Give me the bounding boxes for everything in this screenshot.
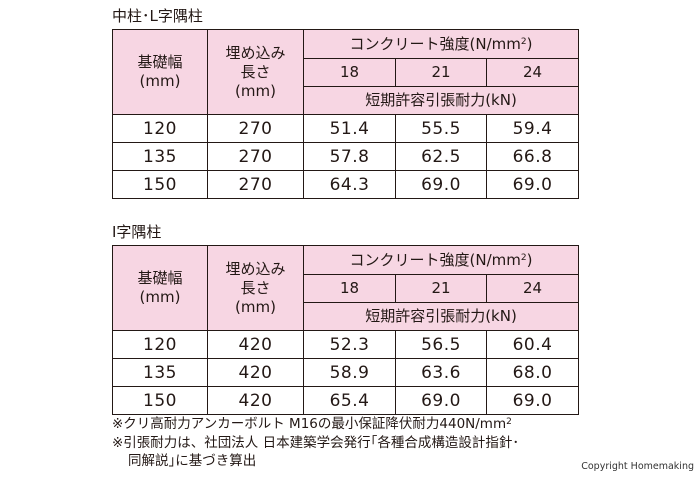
copyright-text: Copyright Homemaking [581,461,694,472]
table-cell: 52.3 [303,330,396,359]
table2-header-width: 基礎幅 (mm) [112,245,208,331]
table-row: 150 420 65.4 69.0 69.0 [112,386,580,415]
table1: 基礎幅 (mm) 埋め込み 長さ (mm) コンクリート強度(N/mm2) 18… [112,29,580,199]
table-cell: 69.0 [485,386,580,415]
note-anchor-bolt: ※クリ高耐力アンカーボルト M16の最小保証降伏耐力440N/mm2 [112,416,512,432]
table-cell: 60.4 [485,330,580,359]
table-row: 120 270 51.4 55.5 59.4 [112,114,580,143]
table1-header-tensile: 短期許容引張耐力(kN) [302,86,580,115]
table2-header-strength: コンクリート強度(N/mm2) [302,245,580,275]
table1-title: 中柱･L字隅柱 [112,7,203,25]
note-tensile-basis-cont: 同解説｣に基づき算出 [128,453,257,469]
table-cell: 57.8 [303,142,396,171]
table-cell: 150 [112,170,208,199]
table-row: 150 270 64.3 69.0 69.0 [112,170,580,199]
table2-grade: 21 [395,274,487,303]
table-row: 135 420 58.9 63.6 68.0 [112,358,580,387]
table2: 基礎幅 (mm) 埋め込み 長さ (mm) コンクリート強度(N/mm2) 18… [112,245,580,415]
table-cell: 51.4 [303,114,396,143]
table-cell: 120 [112,114,208,143]
table1-header-depth: 埋め込み 長さ (mm) [207,29,304,115]
table1-grade: 24 [485,58,580,87]
table-cell: 420 [207,386,304,415]
table-cell: 270 [207,142,304,171]
note-tensile-basis: ※引張耐力は、社団法人 日本建築学会発行｢各種合成構造設計指針･ [112,435,520,451]
table-cell: 135 [112,358,208,387]
table-cell: 69.0 [485,170,580,199]
table-cell: 69.0 [395,170,487,199]
table-cell: 63.6 [395,358,487,387]
table-cell: 135 [112,142,208,171]
table-cell: 270 [207,114,304,143]
table-cell: 55.5 [395,114,487,143]
table2-title: I字隅柱 [112,223,162,241]
table1-header-width: 基礎幅 (mm) [112,29,208,115]
table1-header-strength: コンクリート強度(N/mm2) [302,29,580,59]
table2-header-tensile: 短期許容引張耐力(kN) [302,302,580,331]
table2-header-depth: 埋め込み 長さ (mm) [207,245,304,331]
table-cell: 420 [207,358,304,387]
table-cell: 65.4 [303,386,396,415]
table2-grade: 24 [485,274,580,303]
table-cell: 420 [207,330,304,359]
table-cell: 270 [207,170,304,199]
table-cell: 64.3 [303,170,396,199]
table2-grade: 18 [303,274,396,303]
table-row: 120 420 52.3 56.5 60.4 [112,330,580,359]
table-cell: 59.4 [485,114,580,143]
table-cell: 62.5 [395,142,487,171]
table-cell: 58.9 [303,358,396,387]
table1-grade: 18 [303,58,396,87]
table-cell: 66.8 [485,142,580,171]
table-cell: 150 [112,386,208,415]
table-cell: 120 [112,330,208,359]
table1-grade: 21 [395,58,487,87]
table-cell: 56.5 [395,330,487,359]
table-cell: 69.0 [395,386,487,415]
table-row: 135 270 57.8 62.5 66.8 [112,142,580,171]
table-cell: 68.0 [485,358,580,387]
